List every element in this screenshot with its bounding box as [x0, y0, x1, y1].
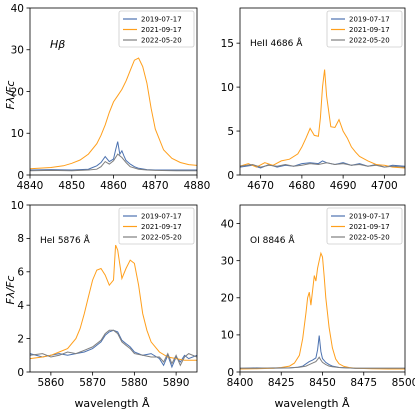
y-tick-label: 0 — [17, 367, 24, 379]
legend-label-2019-07-17: 2019-07-17 — [141, 16, 182, 24]
legend-label-2022-05-20: 2022-05-20 — [141, 234, 182, 242]
x-axis-label-left: wavelength Å — [74, 397, 150, 410]
legend-label-2022-05-20: 2022-05-20 — [141, 37, 182, 45]
panel-annotation: OI 8846 Å — [250, 234, 295, 246]
series-line-2022-05-20 — [30, 153, 197, 172]
x-tick-label: 4680 — [289, 180, 316, 192]
legend-label-2019-07-17: 2019-07-17 — [349, 213, 390, 221]
x-tick-label: 8475 — [350, 377, 377, 389]
y-tick-label: 5 — [227, 126, 234, 138]
y-tick-label: 10 — [11, 200, 24, 212]
series-line-2022-05-20 — [240, 356, 405, 369]
y-tick-label: 6 — [17, 267, 24, 279]
x-tick-label: 4690 — [330, 180, 357, 192]
legend-label-2022-05-20: 2022-05-20 — [349, 37, 390, 45]
x-tick-label: 4880 — [184, 180, 211, 192]
y-tick-label: 20 — [11, 86, 24, 98]
y-tick-label: 10 — [221, 82, 234, 94]
legend-box — [326, 207, 403, 245]
y-tick-label: 0 — [227, 367, 234, 379]
series-line-2019-07-17 — [30, 141, 197, 171]
y-tick-label: 2 — [17, 333, 24, 345]
panel-hbeta: 4840 4850 4860 4870 4880 0 10 20 30 40 Hβ 2019-07-1… — [11, 3, 211, 192]
panel-hei-5876: 5860 5870 5880 5890 0 2 4 6 8 10 HeI 5876 Å 2019-07… — [11, 200, 198, 389]
legend-label-2019-07-17: 2019-07-17 — [141, 213, 182, 221]
y-tick-label: 40 — [11, 3, 24, 15]
x-tick-label: 4860 — [100, 180, 127, 192]
series-line-2021-09-17 — [240, 69, 405, 169]
x-tick-label: 4700 — [371, 180, 398, 192]
series-line-2021-09-17 — [30, 244, 197, 361]
y-tick-label: 10 — [221, 330, 234, 342]
x-tick-label: 8450 — [309, 377, 336, 389]
series-line-2019-07-17 — [240, 335, 405, 369]
axes-frame — [239, 7, 406, 176]
y-tick-label: 8 — [17, 233, 24, 245]
series-line-2022-05-20 — [240, 162, 405, 168]
x-tick-label: 5890 — [163, 377, 190, 389]
y-tick-label: 0 — [17, 170, 24, 182]
series-line-2021-09-17 — [30, 57, 197, 170]
x-tick-label: 8400 — [227, 377, 254, 389]
y-tick-label: 10 — [11, 128, 24, 140]
x-tick-label: 5860 — [38, 377, 65, 389]
y-tick-label: 0 — [227, 170, 234, 182]
legend-box — [118, 207, 195, 245]
series-line-2019-07-17 — [30, 329, 197, 369]
x-tick-label: 5870 — [79, 377, 106, 389]
x-tick-label: 4850 — [58, 180, 85, 192]
y-tick-label: 30 — [11, 45, 24, 57]
y-axis-label-bottom: Fλ/Fc — [4, 276, 17, 305]
legend-label-2022-05-20: 2022-05-20 — [349, 234, 390, 242]
x-tick-label: 4840 — [17, 180, 44, 192]
legend-box — [326, 10, 403, 48]
y-tick-label: 30 — [221, 255, 234, 267]
series-line-2021-09-17 — [240, 251, 405, 370]
series-line-2022-05-20 — [30, 329, 197, 367]
y-tick-label: 4 — [17, 300, 24, 312]
panel-annotation: HeI 5876 Å — [40, 234, 91, 246]
x-axis-label-right: wavelength Å — [274, 397, 350, 410]
panel-annotation: Hβ — [50, 38, 65, 51]
x-tick-label: 4870 — [142, 180, 169, 192]
axes-frame — [29, 204, 198, 373]
legend-label-2021-09-17: 2021-09-17 — [349, 223, 390, 231]
legend-label-2021-09-17: 2021-09-17 — [141, 26, 182, 34]
legend-box — [118, 10, 195, 48]
y-tick-label: 20 — [221, 293, 234, 305]
legend-label-2021-09-17: 2021-09-17 — [349, 26, 390, 34]
x-tick-label: 4670 — [247, 180, 274, 192]
panel-heii-4686: 4670 4680 4690 4700 0 5 10 15 HeII 4686 Å 2019-07… — [221, 7, 406, 192]
legend-label-2019-07-17: 2019-07-17 — [349, 16, 390, 24]
y-tick-label: 15 — [221, 38, 234, 50]
x-tick-label: 5880 — [121, 377, 148, 389]
x-tick-label: 8425 — [268, 377, 295, 389]
y-tick-label: 40 — [221, 218, 234, 230]
legend-label-2021-09-17: 2021-09-17 — [141, 223, 182, 231]
y-axis-label-top: Fλ/Fc — [4, 81, 17, 110]
panel-annotation: HeII 4686 Å — [250, 37, 303, 49]
